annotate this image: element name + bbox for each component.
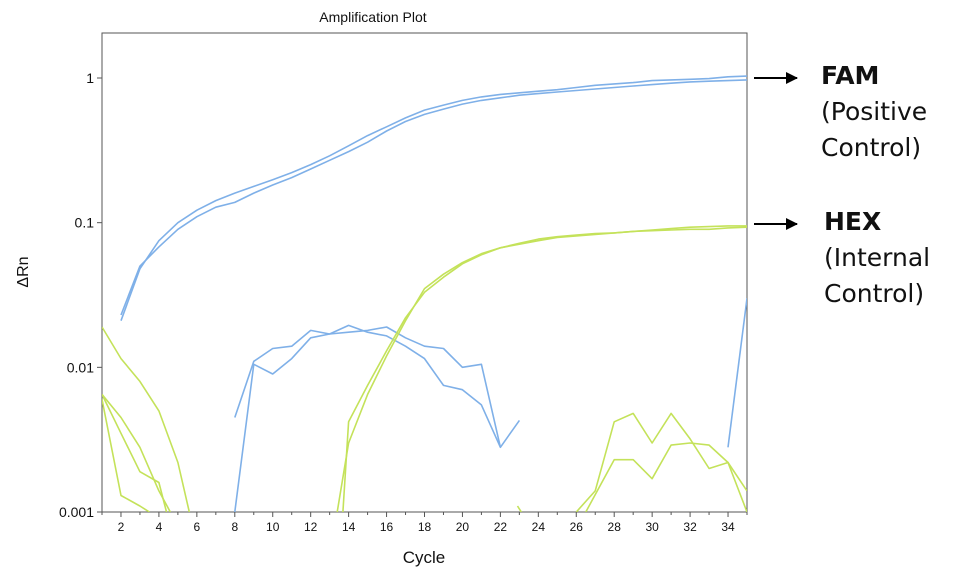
x-tick-label: 26 xyxy=(570,520,584,534)
x-axis-label: Cycle xyxy=(403,548,446,567)
hex-curve-11 xyxy=(336,226,747,512)
hex-curve-10 xyxy=(342,225,747,512)
x-tick-label: 4 xyxy=(156,520,163,534)
plot-area xyxy=(101,32,748,513)
fam-curve-1 xyxy=(120,75,747,321)
x-tick-label: 14 xyxy=(342,520,356,534)
hex-annotation-name: HEX xyxy=(824,207,882,236)
hex-curve-8 xyxy=(102,394,168,512)
x-tick-label: 32 xyxy=(683,520,697,534)
hex-annotation-line-1: (Internal xyxy=(824,243,931,272)
hex-annotation-line-2: Control) xyxy=(824,279,925,308)
fam-curve-4 xyxy=(234,324,521,512)
x-tick-label: 28 xyxy=(608,520,622,534)
fam-annotation-line-1: (Positive xyxy=(821,97,928,126)
x-tick-label: 6 xyxy=(194,520,201,534)
x-tick-label: 30 xyxy=(645,520,659,534)
fam-annotation-name: FAM xyxy=(821,61,880,90)
y-axis-label: ΔRn xyxy=(15,256,32,287)
y-tick-label: 0.1 xyxy=(75,215,95,231)
y-tick-label: 1 xyxy=(86,70,94,86)
x-tick-label: 34 xyxy=(721,520,735,534)
x-tick-label: 18 xyxy=(418,520,432,534)
fam-curve-5 xyxy=(727,298,747,448)
x-tick-label: 22 xyxy=(494,520,508,534)
fam-annotation-line-2: Control) xyxy=(821,133,922,162)
y-tick-label: 0.001 xyxy=(59,504,94,520)
x-tick-label: 10 xyxy=(266,520,280,534)
y-tick-label: 0.01 xyxy=(67,359,94,375)
fam-curve-3 xyxy=(234,326,502,448)
x-tick-label: 2 xyxy=(118,520,125,534)
hex-annotation: HEX (Internal Control) xyxy=(824,204,930,312)
x-tick-label: 20 xyxy=(456,520,470,534)
fam-curve-2 xyxy=(120,79,747,316)
series-group xyxy=(102,75,747,512)
x-tick-label: 12 xyxy=(304,520,318,534)
fam-annotation: FAM (Positive Control) xyxy=(821,58,927,166)
hex-curve-6 xyxy=(102,326,191,512)
hex-curve-9 xyxy=(102,399,150,512)
hex-curve-14 xyxy=(516,505,522,512)
hex-curve-12 xyxy=(575,412,747,512)
y-axis-ticks: 0.001 0.01 0.1 1 xyxy=(59,70,102,520)
x-axis-ticks: 2 4 6 8 10 12 14 16 18 20 22 24 26 28 30 32 34 xyxy=(101,512,748,534)
x-tick-label: 16 xyxy=(380,520,394,534)
x-tick-label: 8 xyxy=(231,520,238,534)
chart-title: Amplification Plot xyxy=(319,9,426,25)
x-tick-label: 24 xyxy=(532,520,546,534)
hex-curve-13 xyxy=(585,442,747,512)
